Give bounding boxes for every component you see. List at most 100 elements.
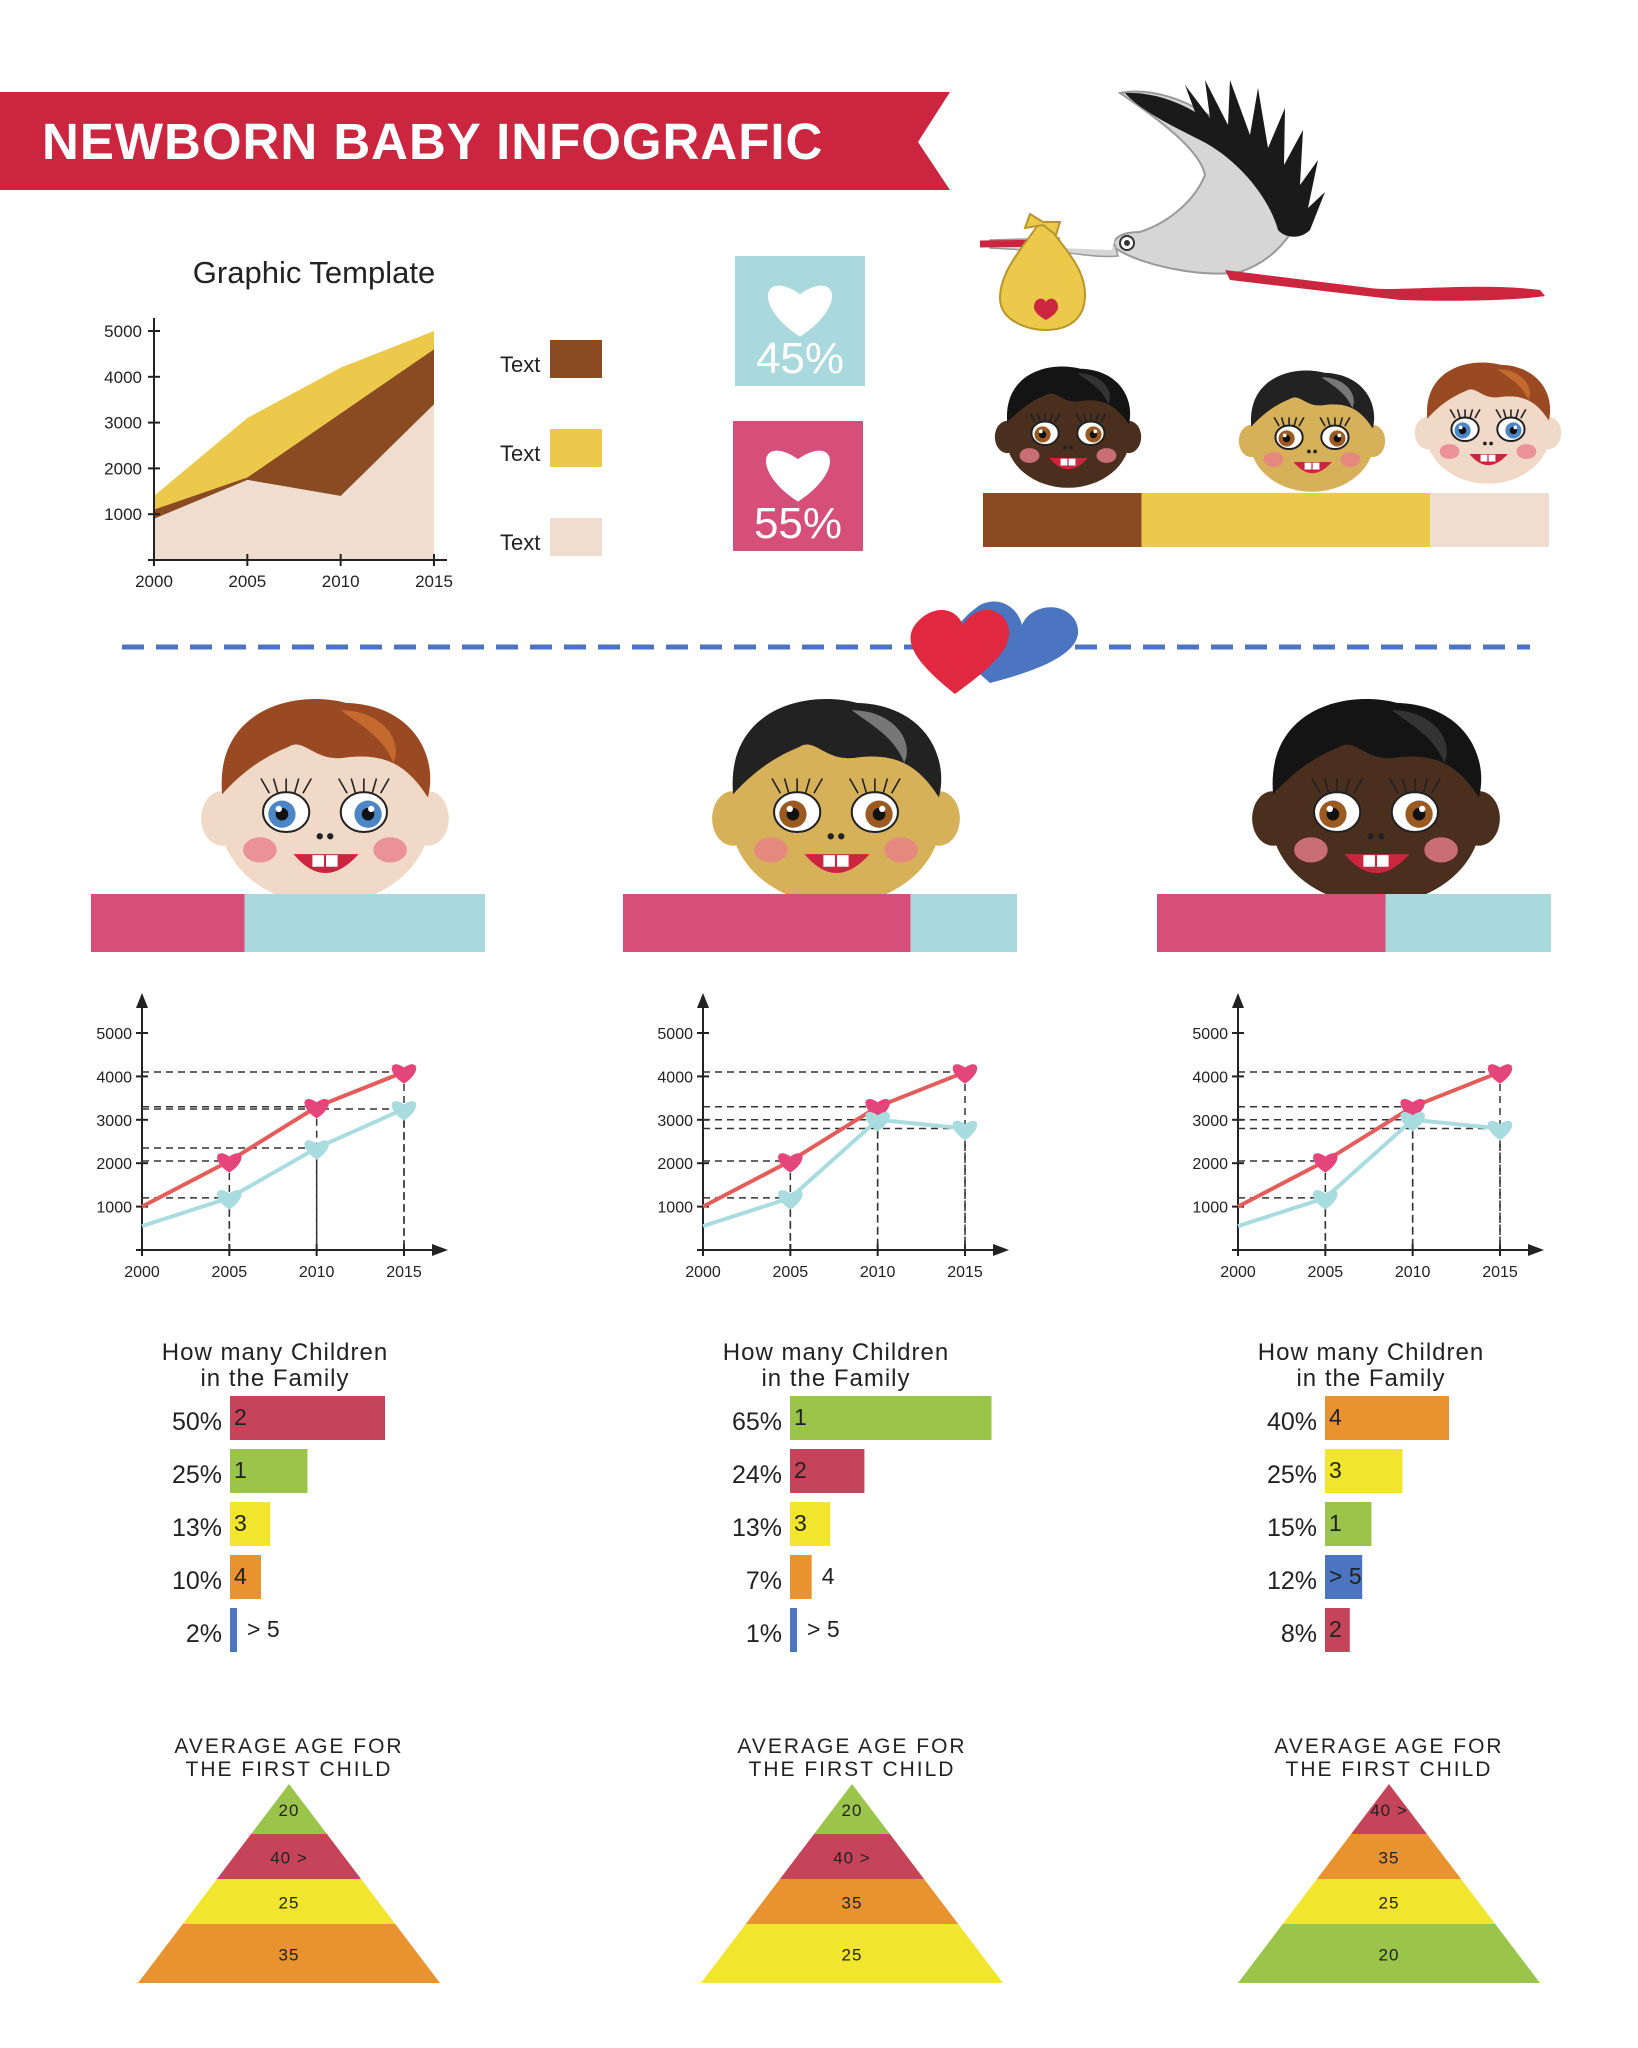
skin-bar-segment: [1141, 493, 1431, 547]
bar: [230, 1449, 308, 1493]
bar-label: 3: [1329, 1457, 1342, 1483]
gender-bar-segment: [91, 894, 245, 952]
bar-label: 3: [234, 1510, 247, 1536]
pyramid-label: 25: [842, 1946, 863, 1965]
pyramid-label: 40 >: [833, 1849, 871, 1868]
percent-tiles: 45% 55%: [733, 256, 865, 551]
y-axis-arrow: [136, 993, 148, 1008]
area-series-2: [154, 404, 434, 560]
eyelash: [302, 778, 313, 794]
bar-label: > 5: [1329, 1563, 1362, 1589]
bar-label: 1: [1329, 1510, 1342, 1536]
bar-label: 4: [234, 1563, 247, 1589]
hair-highlight: [1497, 369, 1530, 401]
series-line-0: [141, 1070, 405, 1209]
bar-percent: 24%: [732, 1461, 782, 1489]
baby-bundle-icon: [998, 212, 1087, 332]
children-bar-chart: How many Children in the Family 65% 1 24% 2 13…: [723, 1339, 992, 1652]
nostril: [1378, 833, 1385, 840]
eyelash: [848, 778, 859, 794]
x-tick-label: 2015: [947, 1264, 983, 1281]
bar-label: 4: [822, 1563, 835, 1589]
bar: [790, 1449, 865, 1493]
tooth: [1068, 458, 1076, 466]
gender-bar-segment: [244, 894, 485, 952]
x-tick-label: 2000: [124, 1264, 160, 1281]
title-line: in the Family: [200, 1365, 349, 1392]
eyelash: [1495, 409, 1502, 419]
eyelash: [1344, 417, 1351, 427]
bar-percent: 25%: [1267, 1461, 1317, 1489]
title-line: AVERAGE AGE FOR: [174, 1735, 403, 1758]
area-chart-legend: Text Text Text: [500, 340, 602, 556]
pyramid-label: 35: [842, 1894, 863, 1913]
series-line-0: [702, 1070, 966, 1209]
bar: [230, 1502, 271, 1546]
nostril: [316, 833, 323, 840]
stork-icon: [979, 80, 1545, 301]
heart-icon: [910, 610, 1010, 694]
face: [220, 732, 430, 905]
eyelash: [1036, 413, 1041, 423]
eyelash: [1326, 417, 1331, 427]
eyelash: [350, 778, 357, 794]
eyelash: [890, 778, 901, 794]
skin-bar-segment: [1430, 493, 1549, 547]
bar-percent: 8%: [1281, 1620, 1317, 1648]
top-babies-row: [994, 362, 1562, 492]
heart-marker: [778, 1153, 803, 1173]
x-tick-label: 2000: [685, 1264, 721, 1281]
eyelash: [260, 778, 271, 794]
nostril: [1367, 833, 1374, 840]
x-tick-label: 2005: [228, 572, 266, 591]
pyramid-level: [814, 1784, 890, 1834]
eyelash: [1075, 413, 1082, 423]
eyelash: [804, 778, 811, 794]
title-line: AVERAGE AGE FOR: [1274, 1735, 1503, 1758]
bar-percent: 12%: [1267, 1567, 1317, 1595]
eyelash: [1029, 413, 1036, 423]
y-tick-label: 3000: [1192, 1113, 1228, 1130]
divider: [122, 601, 1530, 694]
pyramid-level: [216, 1834, 362, 1879]
eyelash: [1054, 413, 1061, 423]
bar: [1325, 1449, 1403, 1493]
face: [731, 732, 941, 905]
x-tick-label: 2010: [860, 1264, 896, 1281]
y-tick-label: 1000: [96, 1200, 132, 1217]
eyelash: [1449, 409, 1456, 419]
eye-shine: [368, 805, 375, 813]
tooth: [1480, 454, 1488, 462]
heart-icon: [768, 285, 832, 337]
bar-label: 1: [794, 1404, 807, 1430]
eyelash: [371, 778, 378, 794]
pyramid-level: [1282, 1879, 1496, 1924]
series-line-1: [702, 1117, 966, 1229]
x-tick-label: 2010: [322, 572, 360, 591]
legend-swatch: [550, 429, 602, 467]
eyelash: [293, 778, 300, 794]
y-axis-arrow: [1232, 993, 1244, 1008]
pyramid-level: [701, 1924, 1003, 1983]
heart-marker: [1313, 1190, 1338, 1210]
age-pyramid: AVERAGE AGE FOR THE FIRST CHILD 40 > 35 25 20: [1238, 1735, 1540, 1983]
x-tick-label: 2005: [212, 1264, 248, 1281]
hair-highlight: [1391, 710, 1447, 763]
eye-shine: [786, 805, 793, 813]
y-tick-label: 4000: [657, 1069, 693, 1086]
eyelash: [1311, 778, 1322, 794]
gender-bar-segment: [1385, 894, 1551, 952]
bar: [790, 1555, 812, 1599]
pyramid-label: 20: [279, 1801, 300, 1820]
gender-bar-segment: [910, 894, 1017, 952]
heart-marker: [865, 1112, 890, 1132]
bar-percent: 65%: [732, 1408, 782, 1436]
pyramid-level: [251, 1784, 327, 1834]
y-tick-label: 5000: [96, 1026, 132, 1043]
gender-bars: [91, 894, 1551, 952]
eyelash: [1388, 778, 1399, 794]
children-bar-chart: How many Children in the Family 50% 2 25% 1 13…: [162, 1339, 387, 1652]
line-chart: 1000 2000 3000 4000 5000 2000 2005 2010 2015: [1192, 993, 1544, 1281]
y-tick-label: 5000: [104, 322, 142, 341]
